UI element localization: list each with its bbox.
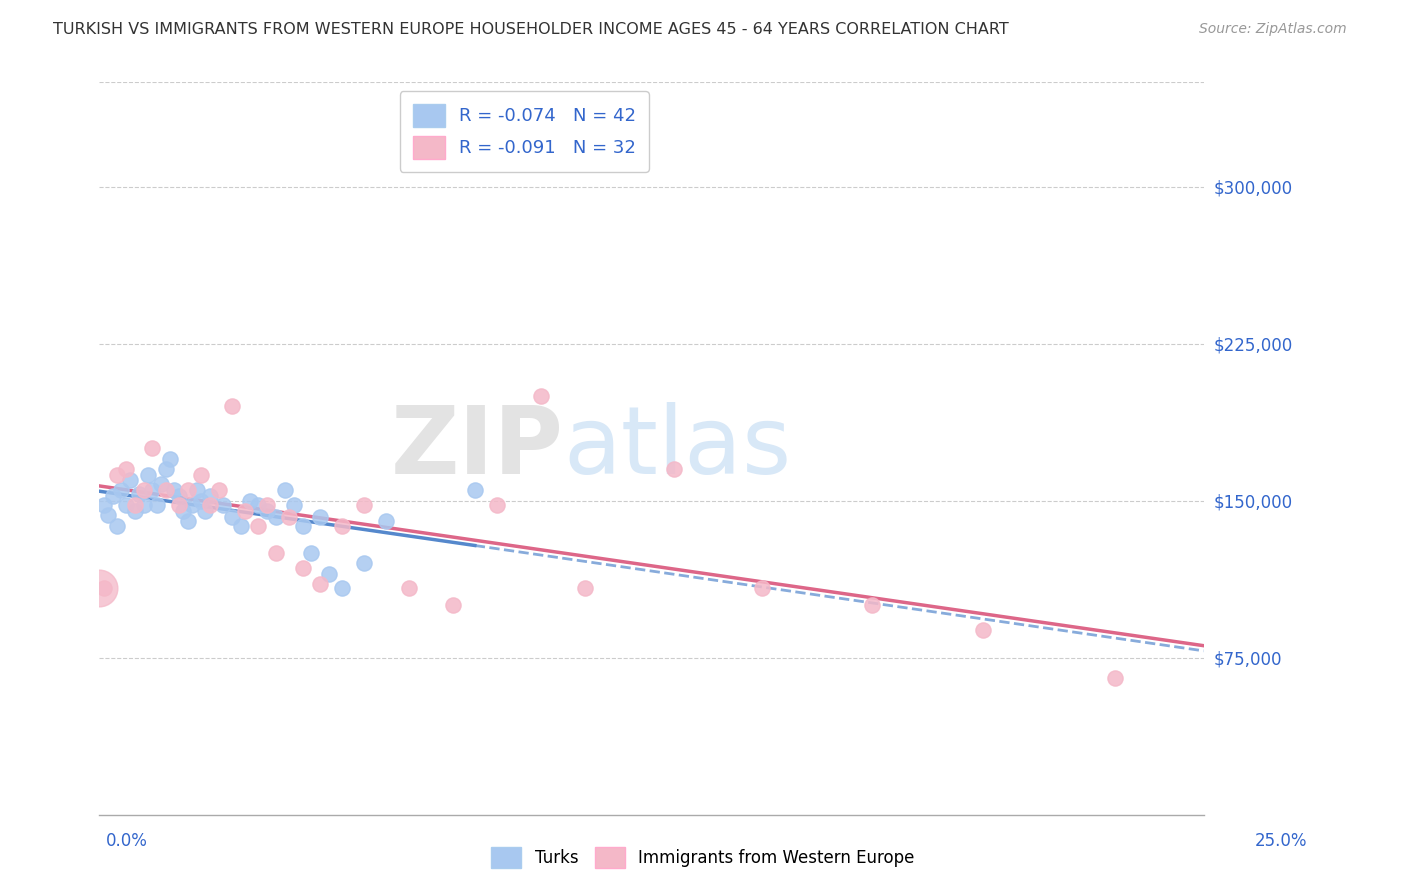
Point	[264, 510, 287, 524]
Point	[186, 483, 208, 497]
Point	[330, 518, 353, 533]
Point	[172, 504, 194, 518]
Point	[141, 441, 163, 455]
Point	[198, 498, 221, 512]
Point	[132, 483, 155, 497]
Point	[207, 483, 229, 497]
Point	[155, 483, 177, 497]
Point	[155, 462, 177, 476]
Point	[176, 483, 198, 497]
Point	[167, 498, 190, 512]
Legend: Turks, Immigrants from Western Europe: Turks, Immigrants from Western Europe	[484, 838, 922, 877]
Point	[574, 582, 596, 596]
Point	[110, 483, 132, 497]
Point	[124, 498, 146, 512]
Point	[163, 483, 186, 497]
Point	[309, 577, 332, 591]
Point	[264, 546, 287, 560]
Point	[247, 518, 270, 533]
Point	[120, 473, 142, 487]
Point	[221, 510, 243, 524]
Point	[233, 504, 256, 518]
Point	[93, 498, 115, 512]
Text: TURKISH VS IMMIGRANTS FROM WESTERN EUROPE HOUSEHOLDER INCOME AGES 45 - 64 YEARS : TURKISH VS IMMIGRANTS FROM WESTERN EUROP…	[53, 22, 1010, 37]
Point	[283, 498, 305, 512]
Point	[141, 483, 163, 497]
Point	[221, 400, 243, 414]
Point	[353, 498, 375, 512]
Point	[97, 508, 120, 523]
Point	[247, 498, 270, 512]
Point	[132, 498, 155, 512]
Legend: R = -0.074   N = 42, R = -0.091   N = 32: R = -0.074 N = 42, R = -0.091 N = 32	[399, 91, 650, 171]
Point	[105, 468, 128, 483]
Point	[860, 599, 883, 613]
Text: 0.0%: 0.0%	[105, 831, 148, 849]
Point	[972, 624, 994, 638]
Point	[1104, 672, 1126, 686]
Point	[299, 546, 322, 560]
Text: 25.0%: 25.0%	[1256, 831, 1308, 849]
Point	[530, 389, 553, 403]
Point	[278, 510, 301, 524]
Point	[398, 582, 420, 596]
Text: Source: ZipAtlas.com: Source: ZipAtlas.com	[1199, 22, 1347, 37]
Point	[256, 504, 278, 518]
Point	[212, 498, 235, 512]
Point	[318, 566, 340, 581]
Point	[751, 582, 773, 596]
Point	[485, 498, 508, 512]
Point	[229, 518, 252, 533]
Point	[115, 462, 138, 476]
Point	[150, 476, 173, 491]
Point	[105, 518, 128, 533]
Point	[176, 515, 198, 529]
Point	[291, 560, 314, 574]
Text: ZIP: ZIP	[391, 402, 564, 494]
Text: atlas: atlas	[564, 402, 792, 494]
Point	[309, 510, 332, 524]
Point	[238, 493, 260, 508]
Point	[330, 582, 353, 596]
Point	[464, 483, 486, 497]
Point	[101, 489, 124, 503]
Point	[194, 504, 217, 518]
Point	[190, 468, 212, 483]
Point	[353, 557, 375, 571]
Point	[124, 504, 146, 518]
Point	[256, 498, 278, 512]
Point	[89, 582, 111, 596]
Point	[181, 498, 204, 512]
Point	[167, 489, 190, 503]
Point	[128, 487, 150, 501]
Point	[441, 599, 464, 613]
Point	[198, 489, 221, 503]
Point	[662, 462, 685, 476]
Point	[146, 498, 169, 512]
Point	[136, 468, 159, 483]
Point	[93, 582, 115, 596]
Point	[375, 515, 398, 529]
Point	[190, 493, 212, 508]
Point	[159, 451, 181, 466]
Point	[115, 498, 138, 512]
Point	[291, 518, 314, 533]
Point	[274, 483, 297, 497]
